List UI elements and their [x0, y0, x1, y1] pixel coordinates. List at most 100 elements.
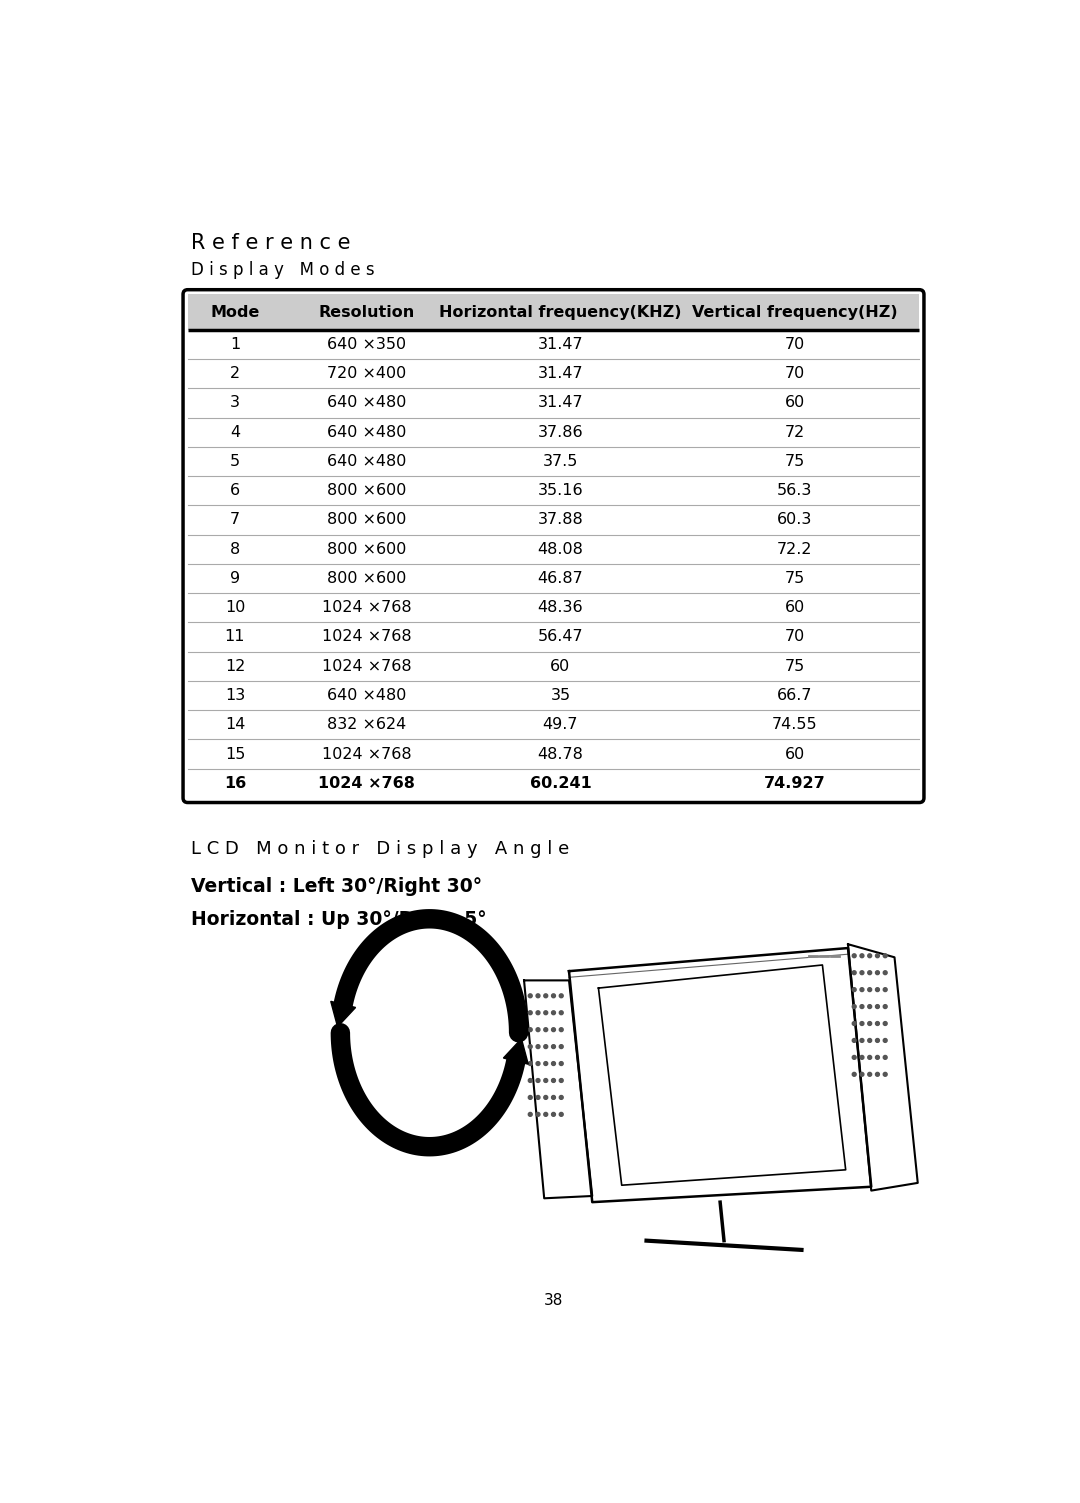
Circle shape [883, 1004, 887, 1009]
Circle shape [559, 1045, 563, 1049]
Circle shape [867, 1073, 872, 1076]
Text: 1: 1 [230, 337, 240, 352]
Text: 1024 ×768: 1024 ×768 [322, 630, 411, 645]
Circle shape [528, 1079, 532, 1082]
Text: Horizontal : Up 30°/Down 5°: Horizontal : Up 30°/Down 5° [191, 909, 486, 929]
Text: Vertical frequency(HZ): Vertical frequency(HZ) [691, 305, 897, 320]
Circle shape [883, 971, 887, 974]
Circle shape [867, 1004, 872, 1009]
Text: 1024 ×768: 1024 ×768 [319, 776, 415, 791]
Circle shape [544, 1028, 548, 1031]
Circle shape [852, 1055, 856, 1060]
Text: 72: 72 [784, 425, 805, 440]
Text: 640 ×480: 640 ×480 [327, 688, 406, 703]
Circle shape [559, 1061, 563, 1066]
Text: 70: 70 [784, 367, 805, 382]
Text: 60: 60 [784, 395, 805, 410]
Text: 800 ×600: 800 ×600 [327, 482, 406, 497]
Text: 60: 60 [784, 747, 805, 762]
Circle shape [559, 1079, 563, 1082]
Text: 56.47: 56.47 [538, 630, 583, 645]
Text: 35.16: 35.16 [538, 482, 583, 497]
Text: 31.47: 31.47 [538, 367, 583, 382]
Circle shape [544, 1012, 548, 1015]
Circle shape [883, 1022, 887, 1025]
Text: R e f e r e n c e: R e f e r e n c e [191, 233, 350, 253]
Circle shape [544, 1045, 548, 1049]
Text: 60: 60 [784, 600, 805, 615]
Text: 4: 4 [230, 425, 240, 440]
Circle shape [883, 1073, 887, 1076]
Circle shape [528, 1028, 532, 1031]
Text: 72.2: 72.2 [777, 541, 812, 556]
Text: 640 ×480: 640 ×480 [327, 395, 406, 410]
Text: 8: 8 [230, 541, 240, 556]
Circle shape [867, 1055, 872, 1060]
Circle shape [883, 1055, 887, 1060]
Circle shape [536, 1079, 540, 1082]
Circle shape [552, 993, 555, 998]
Circle shape [860, 987, 864, 992]
Text: 70: 70 [784, 630, 805, 645]
Circle shape [860, 1073, 864, 1076]
Circle shape [559, 1028, 563, 1031]
Text: 1024 ×768: 1024 ×768 [322, 747, 411, 762]
Polygon shape [503, 1039, 528, 1064]
Circle shape [528, 1012, 532, 1015]
Circle shape [852, 971, 856, 974]
Circle shape [552, 1096, 555, 1099]
Text: 70: 70 [784, 337, 805, 352]
Circle shape [536, 1028, 540, 1031]
Circle shape [883, 987, 887, 992]
Text: 11: 11 [225, 630, 245, 645]
Text: Resolution: Resolution [319, 305, 415, 320]
Text: 2: 2 [230, 367, 240, 382]
Text: 31.47: 31.47 [538, 337, 583, 352]
Circle shape [552, 1061, 555, 1066]
Polygon shape [330, 1001, 355, 1027]
Text: 75: 75 [784, 658, 805, 673]
Text: 640 ×480: 640 ×480 [327, 454, 406, 469]
Circle shape [867, 1022, 872, 1025]
Text: 640 ×480: 640 ×480 [327, 425, 406, 440]
Text: 48.08: 48.08 [538, 541, 583, 556]
Circle shape [852, 1004, 856, 1009]
Circle shape [552, 1045, 555, 1049]
Circle shape [559, 1096, 563, 1099]
Circle shape [852, 954, 856, 957]
Text: 9: 9 [230, 571, 240, 586]
Text: 7: 7 [230, 513, 240, 528]
Text: 5: 5 [230, 454, 240, 469]
Circle shape [559, 1112, 563, 1117]
Circle shape [867, 1039, 872, 1043]
Text: D i s p l a y   M o d e s: D i s p l a y M o d e s [191, 262, 375, 280]
Text: 640 ×350: 640 ×350 [327, 337, 406, 352]
Circle shape [544, 1061, 548, 1066]
Text: 37.88: 37.88 [538, 513, 583, 528]
Circle shape [552, 1012, 555, 1015]
Text: 37.5: 37.5 [543, 454, 578, 469]
Text: 60.241: 60.241 [529, 776, 592, 791]
Text: 800 ×600: 800 ×600 [327, 513, 406, 528]
Text: 60: 60 [551, 658, 570, 673]
Text: 14: 14 [225, 717, 245, 732]
Text: L C D   M o n i t o r   D i s p l a y   A n g l e: L C D M o n i t o r D i s p l a y A n g … [191, 840, 569, 858]
Circle shape [559, 1012, 563, 1015]
Circle shape [528, 1045, 532, 1049]
Circle shape [876, 1039, 879, 1043]
Circle shape [528, 1112, 532, 1117]
Circle shape [860, 1039, 864, 1043]
Circle shape [536, 1045, 540, 1049]
Text: Horizontal frequency(KHZ): Horizontal frequency(KHZ) [440, 305, 681, 320]
Text: 75: 75 [784, 571, 805, 586]
Circle shape [544, 1079, 548, 1082]
Circle shape [867, 954, 872, 957]
Circle shape [544, 1096, 548, 1099]
Circle shape [867, 971, 872, 974]
Circle shape [528, 1061, 532, 1066]
Text: Vertical : Left 30°/Right 30°: Vertical : Left 30°/Right 30° [191, 878, 482, 896]
Text: 48.36: 48.36 [538, 600, 583, 615]
Text: 75: 75 [784, 454, 805, 469]
Circle shape [860, 1022, 864, 1025]
Circle shape [852, 1039, 856, 1043]
